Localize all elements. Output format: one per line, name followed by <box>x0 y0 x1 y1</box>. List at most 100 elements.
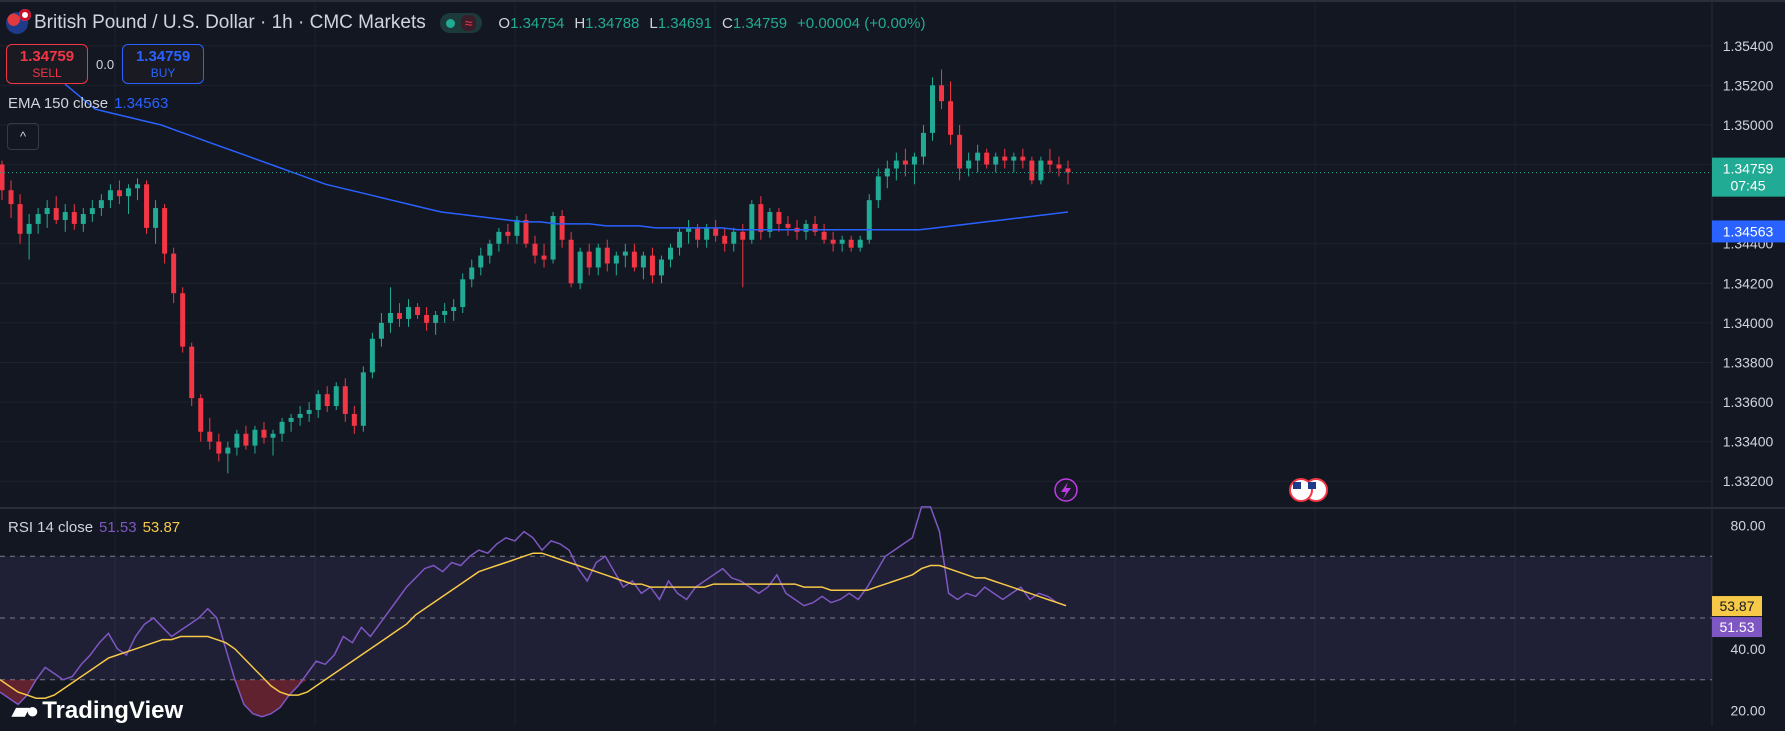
rsi-value-label-bg[interactable] <box>1712 617 1762 638</box>
close-value: 1.34759 <box>732 14 788 32</box>
candle-body <box>396 312 402 319</box>
candle-body <box>162 208 168 254</box>
candle-body <box>469 267 475 280</box>
candle-body <box>496 231 502 244</box>
candle-body <box>1038 160 1044 181</box>
rsi-legend[interactable]: RSI 14 close 51.53 53.87 <box>8 519 180 536</box>
rsi-legend-label: RSI 14 close <box>8 519 94 536</box>
candle-body <box>89 208 95 215</box>
gbp-usd-flag-icon <box>6 9 31 34</box>
symbol-title[interactable]: British Pound / U.S. Dollar · 1h · CMC M… <box>34 12 426 33</box>
price-tick-label: 1.33600 <box>1723 394 1774 410</box>
candle-body <box>180 293 186 347</box>
collapse-legend-button[interactable]: ^ <box>7 123 39 150</box>
candle-body <box>261 429 267 438</box>
rsi-line[interactable] <box>0 506 1067 718</box>
candle-body <box>785 223 791 228</box>
candle-body <box>1011 156 1017 161</box>
market-status-pill[interactable]: ≈ <box>439 13 483 33</box>
candle-body <box>153 208 159 228</box>
candle-body <box>550 215 556 260</box>
candle-body <box>984 152 990 165</box>
candle-body <box>902 160 908 165</box>
candle-body <box>8 190 14 205</box>
us-flag-canton-icon <box>1293 482 1301 489</box>
candle-body <box>658 259 664 276</box>
candle-body <box>1029 160 1035 181</box>
candle-body <box>297 413 303 418</box>
candle-body <box>839 239 845 244</box>
ema-legend-value: 1.34563 <box>114 95 169 112</box>
candle-body <box>0 164 5 191</box>
close-label: C <box>721 14 733 32</box>
candle-body <box>387 312 393 323</box>
low-label: L <box>649 14 658 32</box>
candle-body <box>369 338 375 373</box>
change-value: +0.00004 (+0.00%) <box>797 14 926 32</box>
rsi-ma-value-label-bg[interactable] <box>1712 596 1762 617</box>
candle-body <box>1047 160 1053 165</box>
sell-button[interactable]: 1.34759 SELL <box>6 44 88 84</box>
candle-body <box>171 253 177 294</box>
rsi-tick-label: 40.00 <box>1730 641 1765 657</box>
candle-body <box>920 132 926 157</box>
candle-body <box>288 417 294 422</box>
ohlc-values: O1.34754 H1.34788 L1.34691 C1.34759 +0.0… <box>498 15 925 32</box>
rsi-tick-label: 80.00 <box>1730 517 1765 533</box>
candle-body <box>830 239 836 244</box>
candle-body <box>17 204 23 234</box>
candle-body <box>26 223 32 234</box>
buy-price: 1.34759 <box>135 48 191 65</box>
candle-body <box>911 156 917 165</box>
candle-body <box>378 322 384 339</box>
candle-body <box>929 85 935 133</box>
open-value: 1.34754 <box>510 14 565 32</box>
candle-body <box>758 204 764 232</box>
candle-body <box>604 247 610 264</box>
candle-body <box>749 204 755 240</box>
candle-body <box>957 134 963 169</box>
rsi-ma-line[interactable] <box>0 552 1067 699</box>
candle-body <box>360 372 366 426</box>
candle-body <box>1020 156 1026 161</box>
ema-150-line[interactable] <box>64 83 1069 231</box>
candle-body <box>740 231 746 240</box>
candle-body <box>975 152 981 161</box>
current-price-label-bg[interactable] <box>1712 157 1785 197</box>
candle-body <box>884 168 890 177</box>
candle-body <box>243 433 249 446</box>
buy-button[interactable]: 1.34759 BUY <box>122 44 205 84</box>
candle-body <box>62 212 68 220</box>
candle-body <box>225 447 231 454</box>
candle-body <box>939 85 945 102</box>
candle-body <box>270 433 276 438</box>
bar-countdown-label: 07:45 <box>1730 178 1765 194</box>
candle-body <box>993 156 999 165</box>
sell-price: 1.34759 <box>19 48 75 65</box>
candle-body <box>622 251 628 256</box>
candle-body <box>252 429 258 446</box>
rsi-ma-value-label: 53.87 <box>1719 598 1754 614</box>
candle-body <box>668 247 674 260</box>
candle-body <box>866 200 872 240</box>
candle-body <box>460 279 466 308</box>
price-tick-label: 1.35400 <box>1723 38 1774 54</box>
price-tick-label: 1.35000 <box>1723 117 1774 133</box>
open-label: O <box>498 14 511 32</box>
ema-legend-label: EMA 150 close <box>8 95 109 112</box>
ema-price-label-bg[interactable] <box>1712 220 1785 243</box>
candle-body <box>71 212 77 224</box>
rsi-oversold-fill <box>0 679 1066 717</box>
data-delay-wave-icon[interactable]: ≈ <box>460 15 477 31</box>
candle-body <box>722 235 728 244</box>
tradingview-logo[interactable]: ▰● TradingView <box>12 697 183 725</box>
candle-body <box>98 200 104 209</box>
candle-body <box>342 386 348 414</box>
candle-body <box>893 160 899 169</box>
candle-body <box>821 231 827 240</box>
ema-legend[interactable]: EMA 150 close 1.34563 <box>8 95 168 112</box>
price-tick-label: 1.33800 <box>1723 354 1774 370</box>
candle-body <box>44 208 50 215</box>
